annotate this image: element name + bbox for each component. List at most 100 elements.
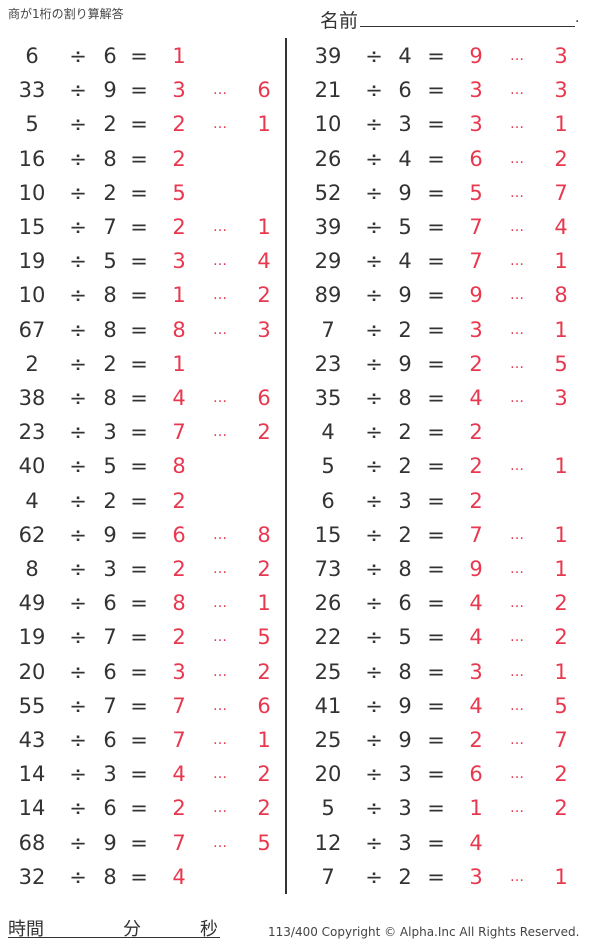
quotient: 1: [172, 44, 186, 68]
dividend: 25: [314, 728, 342, 752]
remainder: 8: [554, 283, 568, 308]
divide-sign: ÷: [365, 112, 383, 137]
equals-sign: =: [427, 78, 445, 103]
divide-sign: ÷: [69, 112, 87, 137]
divide-sign: ÷: [365, 762, 383, 787]
equals-sign: =: [427, 351, 445, 376]
equals-sign: =: [130, 591, 148, 616]
divisor: 2: [103, 351, 117, 376]
divisor: 9: [398, 693, 412, 718]
dividend: 2: [25, 351, 39, 376]
quotient: 7: [172, 830, 186, 855]
divisor: 8: [103, 317, 117, 342]
divisor: 7: [103, 625, 117, 650]
remainder-sign: …: [510, 287, 524, 304]
equals-sign: =: [130, 557, 148, 581]
divide-sign: ÷: [69, 44, 87, 68]
divide-sign: ÷: [365, 830, 383, 855]
equals-sign: =: [130, 454, 148, 479]
dividend: 39: [314, 215, 342, 239]
remainder: 4: [257, 249, 271, 274]
dividend: 39: [314, 44, 342, 68]
dividend: 21: [314, 78, 342, 103]
divide-sign: ÷: [365, 317, 383, 342]
remainder-sign: …: [510, 150, 524, 167]
remainder: 1: [554, 522, 568, 547]
time-label: 時間: [8, 919, 44, 940]
equals-sign: =: [130, 386, 148, 410]
quotient: 3: [469, 659, 483, 684]
dividend: 23: [18, 420, 46, 445]
remainder-sign: …: [213, 766, 227, 783]
divisor: 9: [103, 830, 117, 855]
equals-sign: =: [427, 249, 445, 274]
equals-sign: =: [427, 864, 445, 889]
remainder-sign: …: [213, 595, 227, 612]
dividend: 16: [18, 146, 46, 171]
remainder-sign: …: [510, 526, 524, 543]
equals-sign: =: [130, 830, 148, 855]
equals-sign: =: [427, 796, 445, 821]
divide-sign: ÷: [69, 420, 87, 445]
quotient: 2: [172, 796, 186, 821]
divisor: 6: [103, 728, 117, 752]
divisor: 4: [398, 146, 412, 171]
divisor: 5: [103, 454, 117, 479]
equals-sign: =: [427, 386, 445, 410]
dividend: 25: [314, 659, 342, 684]
equals-sign: =: [427, 557, 445, 581]
divisor: 4: [398, 44, 412, 68]
remainder-sign: …: [510, 732, 524, 748]
remainder-sign: …: [510, 219, 524, 235]
equals-sign: =: [130, 317, 148, 342]
dividend: 8: [25, 557, 39, 581]
equals-sign: =: [427, 112, 445, 137]
dividend: 4: [321, 420, 335, 445]
divisor: 6: [398, 591, 412, 616]
dividend: 40: [18, 454, 46, 479]
divide-sign: ÷: [365, 522, 383, 547]
column-divider: [285, 38, 287, 894]
divisor: 9: [103, 522, 117, 547]
remainder: 3: [257, 317, 271, 342]
dividend: 5: [321, 796, 335, 821]
quotient: 7: [172, 728, 186, 752]
remainder: 5: [554, 351, 568, 376]
quotient: 4: [469, 693, 483, 718]
quotient: 3: [469, 317, 483, 342]
equals-sign: =: [130, 283, 148, 308]
name-end-mark: .: [575, 10, 580, 26]
dividend: 4: [25, 488, 39, 513]
dividend: 12: [314, 830, 342, 855]
remainder-sign: …: [213, 663, 227, 680]
dividend: 43: [18, 728, 46, 752]
remainder: 1: [554, 112, 568, 137]
remainder: 1: [257, 215, 271, 239]
divide-sign: ÷: [365, 44, 383, 68]
divide-sign: ÷: [69, 454, 87, 479]
time-field: 時間 分 秒: [8, 915, 220, 940]
equals-sign: =: [130, 78, 148, 103]
dividend: 22: [314, 625, 342, 650]
divisor: 6: [103, 659, 117, 684]
quotient: 1: [172, 283, 186, 308]
remainder: 5: [554, 693, 568, 718]
remainder-sign: …: [213, 82, 227, 99]
dividend: 67: [18, 317, 46, 342]
divisor: 8: [398, 557, 412, 581]
quotient: 3: [172, 78, 186, 103]
seconds-label: 秒: [200, 919, 218, 940]
divisor: 5: [398, 215, 412, 239]
remainder: 5: [257, 830, 271, 855]
remainder: 1: [554, 557, 568, 581]
remainder: 7: [554, 180, 568, 205]
divide-sign: ÷: [365, 215, 383, 239]
remainder-sign: …: [510, 82, 524, 99]
remainder: 2: [257, 659, 271, 684]
divisor: 5: [398, 625, 412, 650]
dividend: 14: [18, 796, 46, 821]
remainder-sign: …: [213, 321, 227, 338]
dividend: 38: [18, 386, 46, 410]
divisor: 2: [103, 180, 117, 205]
dividend: 7: [321, 864, 335, 889]
